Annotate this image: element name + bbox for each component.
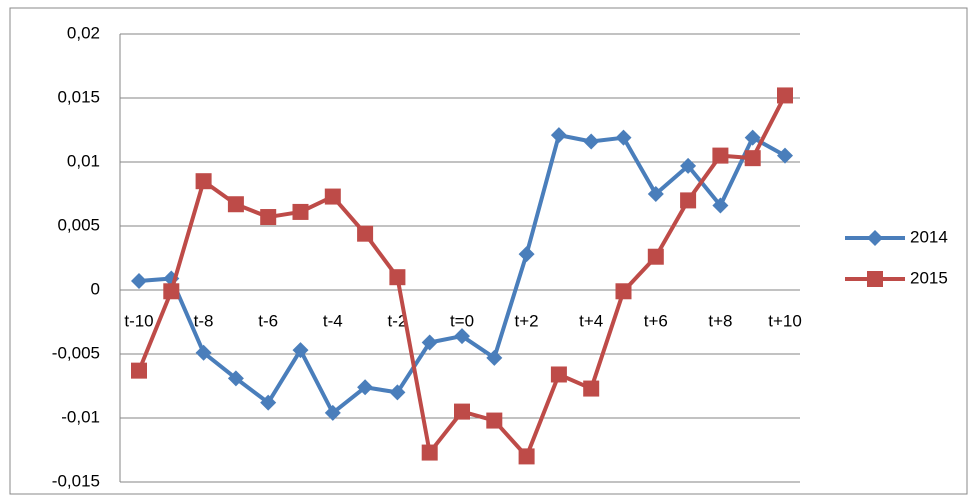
x-tick-label: t+2 [515,311,539,330]
marker [518,246,535,263]
marker [615,283,632,300]
marker [615,129,632,146]
legend-marker [867,230,883,246]
marker [324,188,341,205]
marker [292,342,309,359]
marker [195,344,212,361]
x-tick-label: t-2 [387,311,407,330]
marker [389,269,406,286]
marker [647,248,664,265]
marker [260,394,277,411]
y-tick-label: -0,015 [52,471,100,490]
marker [389,384,406,401]
marker [680,157,697,174]
x-tick-label: t-8 [194,311,214,330]
marker [227,370,244,387]
marker [712,147,729,164]
marker [518,448,535,465]
legend-label: 2015 [910,268,948,287]
y-tick-label: -0,005 [52,343,100,362]
marker [744,150,761,167]
marker [454,328,470,345]
marker [421,444,438,461]
marker [744,129,761,146]
marker [292,203,309,220]
x-tick-label: t+4 [579,311,603,330]
marker [712,197,729,214]
marker [357,379,374,396]
y-tick-label: 0,01 [67,151,100,170]
marker [195,173,212,190]
marker [131,273,147,290]
y-tick-label: -0,01 [61,407,100,426]
marker [550,127,567,144]
marker [583,133,600,150]
y-tick-label: 0,005 [57,215,100,234]
marker [227,196,244,213]
marker [486,412,503,429]
x-tick-label: t-6 [258,311,278,330]
x-tick-label: t+10 [768,311,802,330]
x-tick-label: t-4 [323,311,343,330]
marker [131,362,147,379]
marker [421,334,438,351]
marker [454,403,470,420]
marker [777,147,793,164]
y-tick-label: 0,015 [57,87,100,106]
legend-label: 2014 [910,227,948,246]
marker [777,87,793,104]
marker [680,192,697,209]
y-tick-label: 0,02 [67,23,100,42]
legend-marker [867,271,883,287]
x-tick-label: t=0 [450,311,474,330]
marker [647,186,664,202]
x-tick-label: t+6 [644,311,668,330]
y-tick-label: 0 [91,279,100,298]
marker [486,349,503,366]
marker [163,283,180,300]
marker [324,404,341,421]
x-tick-label: t-10 [124,311,153,330]
marker [550,366,567,383]
marker [260,209,277,226]
x-tick-label: t+8 [708,311,732,330]
marker [583,380,600,397]
marker [357,225,374,242]
